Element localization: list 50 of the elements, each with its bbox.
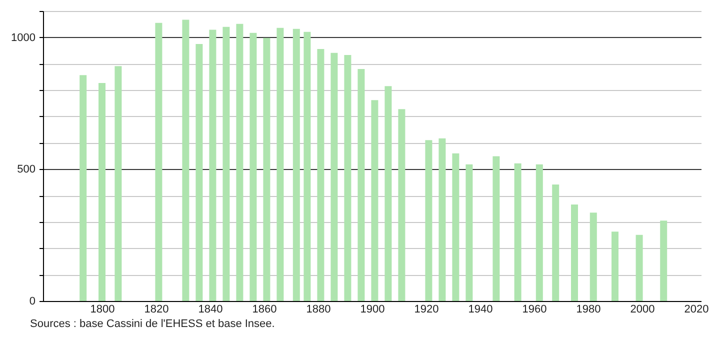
bar [114, 66, 122, 301]
y-tick-label: 500 [17, 164, 36, 176]
bar [358, 69, 365, 301]
bar [552, 184, 560, 301]
bar [536, 164, 543, 301]
bar [80, 75, 87, 301]
x-tick-label: 1900 [360, 304, 385, 316]
x-tick-label: 1800 [90, 304, 115, 316]
x-tick-label: 1920 [414, 304, 439, 316]
bar [384, 86, 392, 301]
bar [514, 163, 522, 301]
bar [466, 164, 473, 301]
bar [317, 48, 324, 301]
bar [590, 212, 597, 301]
x-tick-label: 2020 [684, 304, 709, 316]
bar [250, 32, 257, 301]
bar [344, 55, 352, 301]
y-tick-label: 1000 [11, 32, 36, 44]
x-tick-label: 1960 [522, 304, 547, 316]
x-tick-label: 1940 [468, 304, 493, 316]
x-tick-label: 1860 [252, 304, 277, 316]
x-tick-label: 1820 [144, 304, 169, 316]
x-tick-label: 2000 [630, 304, 655, 316]
bar [263, 38, 270, 301]
bar [571, 204, 578, 301]
bar [182, 20, 190, 301]
bar [371, 100, 378, 301]
bar [452, 153, 460, 301]
bar [425, 140, 432, 301]
bar [236, 24, 244, 301]
bar [636, 234, 643, 301]
x-tick-label: 1980 [576, 304, 601, 316]
bar [438, 138, 446, 301]
bar [398, 109, 406, 301]
x-tick-label: 1880 [306, 304, 331, 316]
bar [304, 32, 311, 301]
bar [222, 26, 230, 301]
bar [292, 28, 300, 301]
bar [196, 44, 203, 301]
bar [492, 156, 500, 301]
bar [276, 28, 284, 301]
bar [612, 232, 618, 301]
bar [209, 30, 216, 301]
bar [98, 82, 106, 301]
bar [155, 22, 162, 301]
bar [330, 52, 338, 301]
bar [660, 220, 668, 301]
y-tick-label: 0 [29, 296, 36, 308]
source-note: Sources : base Cassini de l'EHESS et base Insee. [30, 318, 275, 330]
x-tick-label: 1840 [198, 304, 223, 316]
